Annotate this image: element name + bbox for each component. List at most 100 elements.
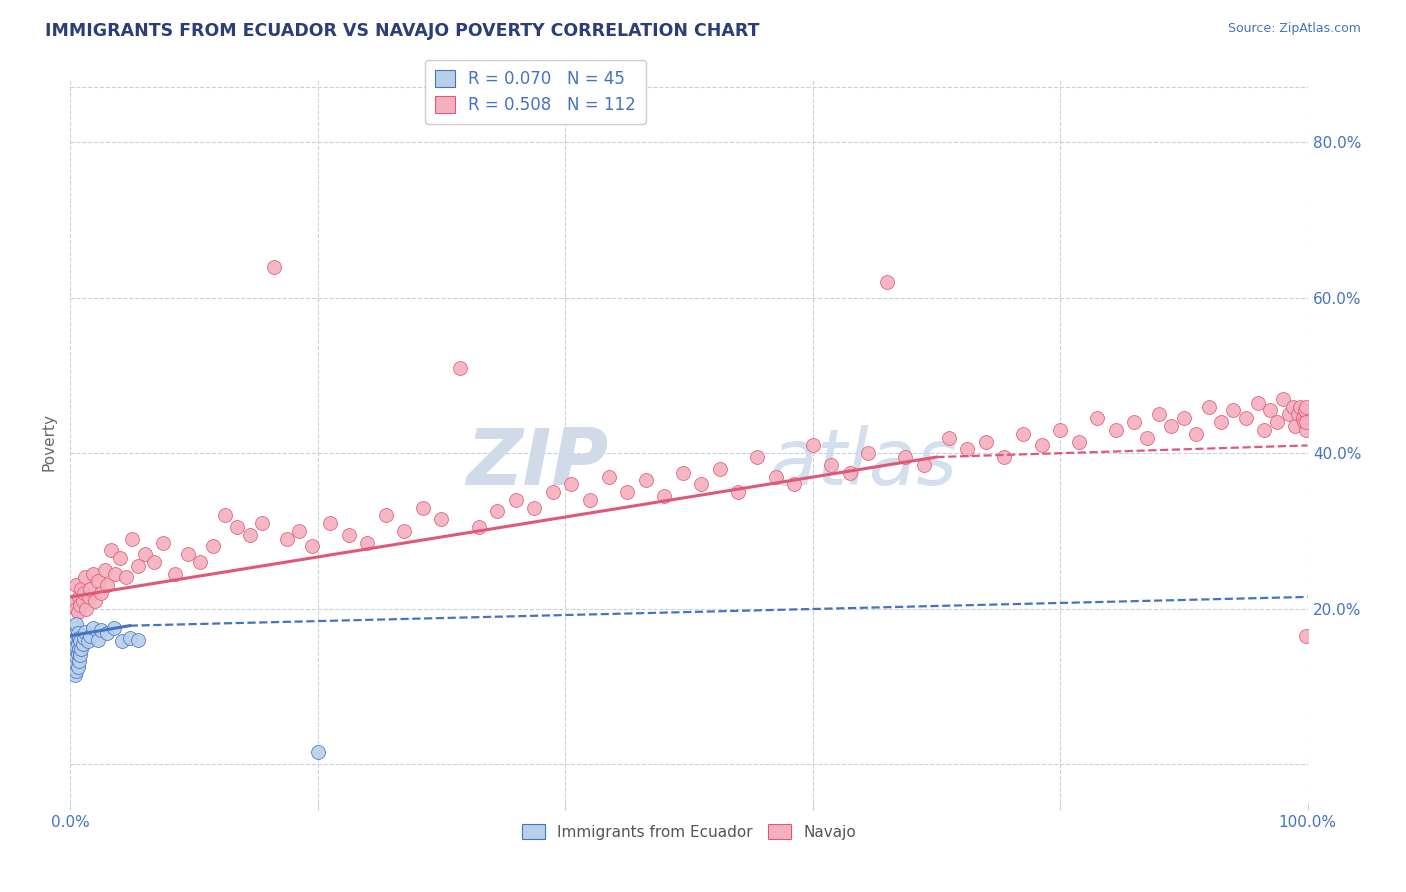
Point: [152, 535, 174, 549]
Point: [214, 508, 236, 523]
Point: [67, 642, 90, 657]
Point: [652, 489, 675, 503]
Point: [1278, 408, 1301, 422]
Point: [62, 629, 84, 643]
Point: [94, 563, 117, 577]
Point: [1292, 415, 1315, 429]
Point: [69, 634, 91, 648]
Point: [1173, 411, 1195, 425]
Point: [65, 594, 87, 608]
Point: [75, 570, 97, 584]
Point: [115, 570, 138, 584]
Point: [96, 626, 118, 640]
Point: [63, 624, 86, 638]
Point: [288, 524, 311, 538]
Point: [1067, 434, 1090, 449]
Point: [108, 551, 131, 566]
Point: [1289, 400, 1312, 414]
Point: [65, 667, 87, 681]
Point: [177, 547, 200, 561]
Point: [65, 626, 87, 640]
Point: [1136, 431, 1159, 445]
Point: [62, 636, 84, 650]
Point: [579, 492, 602, 507]
Point: [263, 260, 285, 274]
Point: [672, 466, 695, 480]
Point: [86, 632, 108, 647]
Point: [86, 574, 108, 589]
Point: [1295, 629, 1317, 643]
Point: [838, 466, 860, 480]
Point: [1222, 403, 1244, 417]
Point: [412, 500, 434, 515]
Point: [801, 438, 824, 452]
Point: [1295, 400, 1317, 414]
Point: [356, 535, 378, 549]
Point: [118, 631, 141, 645]
Point: [993, 450, 1015, 464]
Point: [63, 648, 86, 663]
Point: [134, 547, 156, 561]
Point: [858, 446, 880, 460]
Point: [201, 540, 224, 554]
Point: [72, 636, 94, 650]
Point: [541, 485, 564, 500]
Point: [65, 639, 87, 653]
Point: [1012, 426, 1035, 441]
Point: [1284, 419, 1306, 434]
Point: [938, 431, 960, 445]
Point: [188, 555, 211, 569]
Point: [956, 442, 979, 457]
Point: [1247, 395, 1270, 409]
Point: [1031, 438, 1053, 452]
Point: [66, 647, 89, 661]
Point: [727, 485, 749, 500]
Point: [67, 654, 90, 668]
Legend: Immigrants from Ecuador, Navajo: Immigrants from Ecuador, Navajo: [516, 818, 862, 846]
Point: [70, 642, 93, 657]
Point: [307, 745, 329, 759]
Point: [96, 578, 118, 592]
Point: [1265, 415, 1288, 429]
Point: [1209, 415, 1232, 429]
Point: [467, 520, 489, 534]
Point: [820, 458, 842, 472]
Point: [73, 631, 96, 645]
Point: [709, 461, 731, 475]
Point: [60, 636, 83, 650]
Point: [69, 598, 91, 612]
Point: [894, 450, 917, 464]
Point: [430, 512, 453, 526]
Point: [523, 500, 546, 515]
Point: [76, 634, 98, 648]
Point: [1291, 411, 1313, 425]
Text: ZIP: ZIP: [467, 425, 609, 501]
Point: [104, 566, 127, 581]
Text: atlas: atlas: [769, 425, 957, 501]
Point: [1123, 415, 1146, 429]
Point: [75, 601, 97, 615]
Point: [1271, 392, 1294, 406]
Point: [374, 508, 396, 523]
Point: [1295, 423, 1317, 437]
Point: [103, 621, 125, 635]
Point: [62, 652, 84, 666]
Point: [1198, 400, 1220, 414]
Point: [276, 532, 298, 546]
Point: [65, 578, 87, 592]
Point: [1147, 408, 1170, 422]
Point: [65, 601, 87, 615]
Point: [90, 586, 112, 600]
Point: [143, 555, 166, 569]
Point: [62, 664, 84, 678]
Point: [1281, 400, 1303, 414]
Point: [100, 543, 122, 558]
Point: [65, 642, 87, 657]
Point: [239, 528, 262, 542]
Point: [65, 656, 87, 670]
Text: Source: ZipAtlas.com: Source: ZipAtlas.com: [1227, 22, 1361, 36]
Point: [90, 624, 112, 638]
Point: [111, 634, 134, 648]
Point: [72, 594, 94, 608]
Point: [67, 590, 90, 604]
